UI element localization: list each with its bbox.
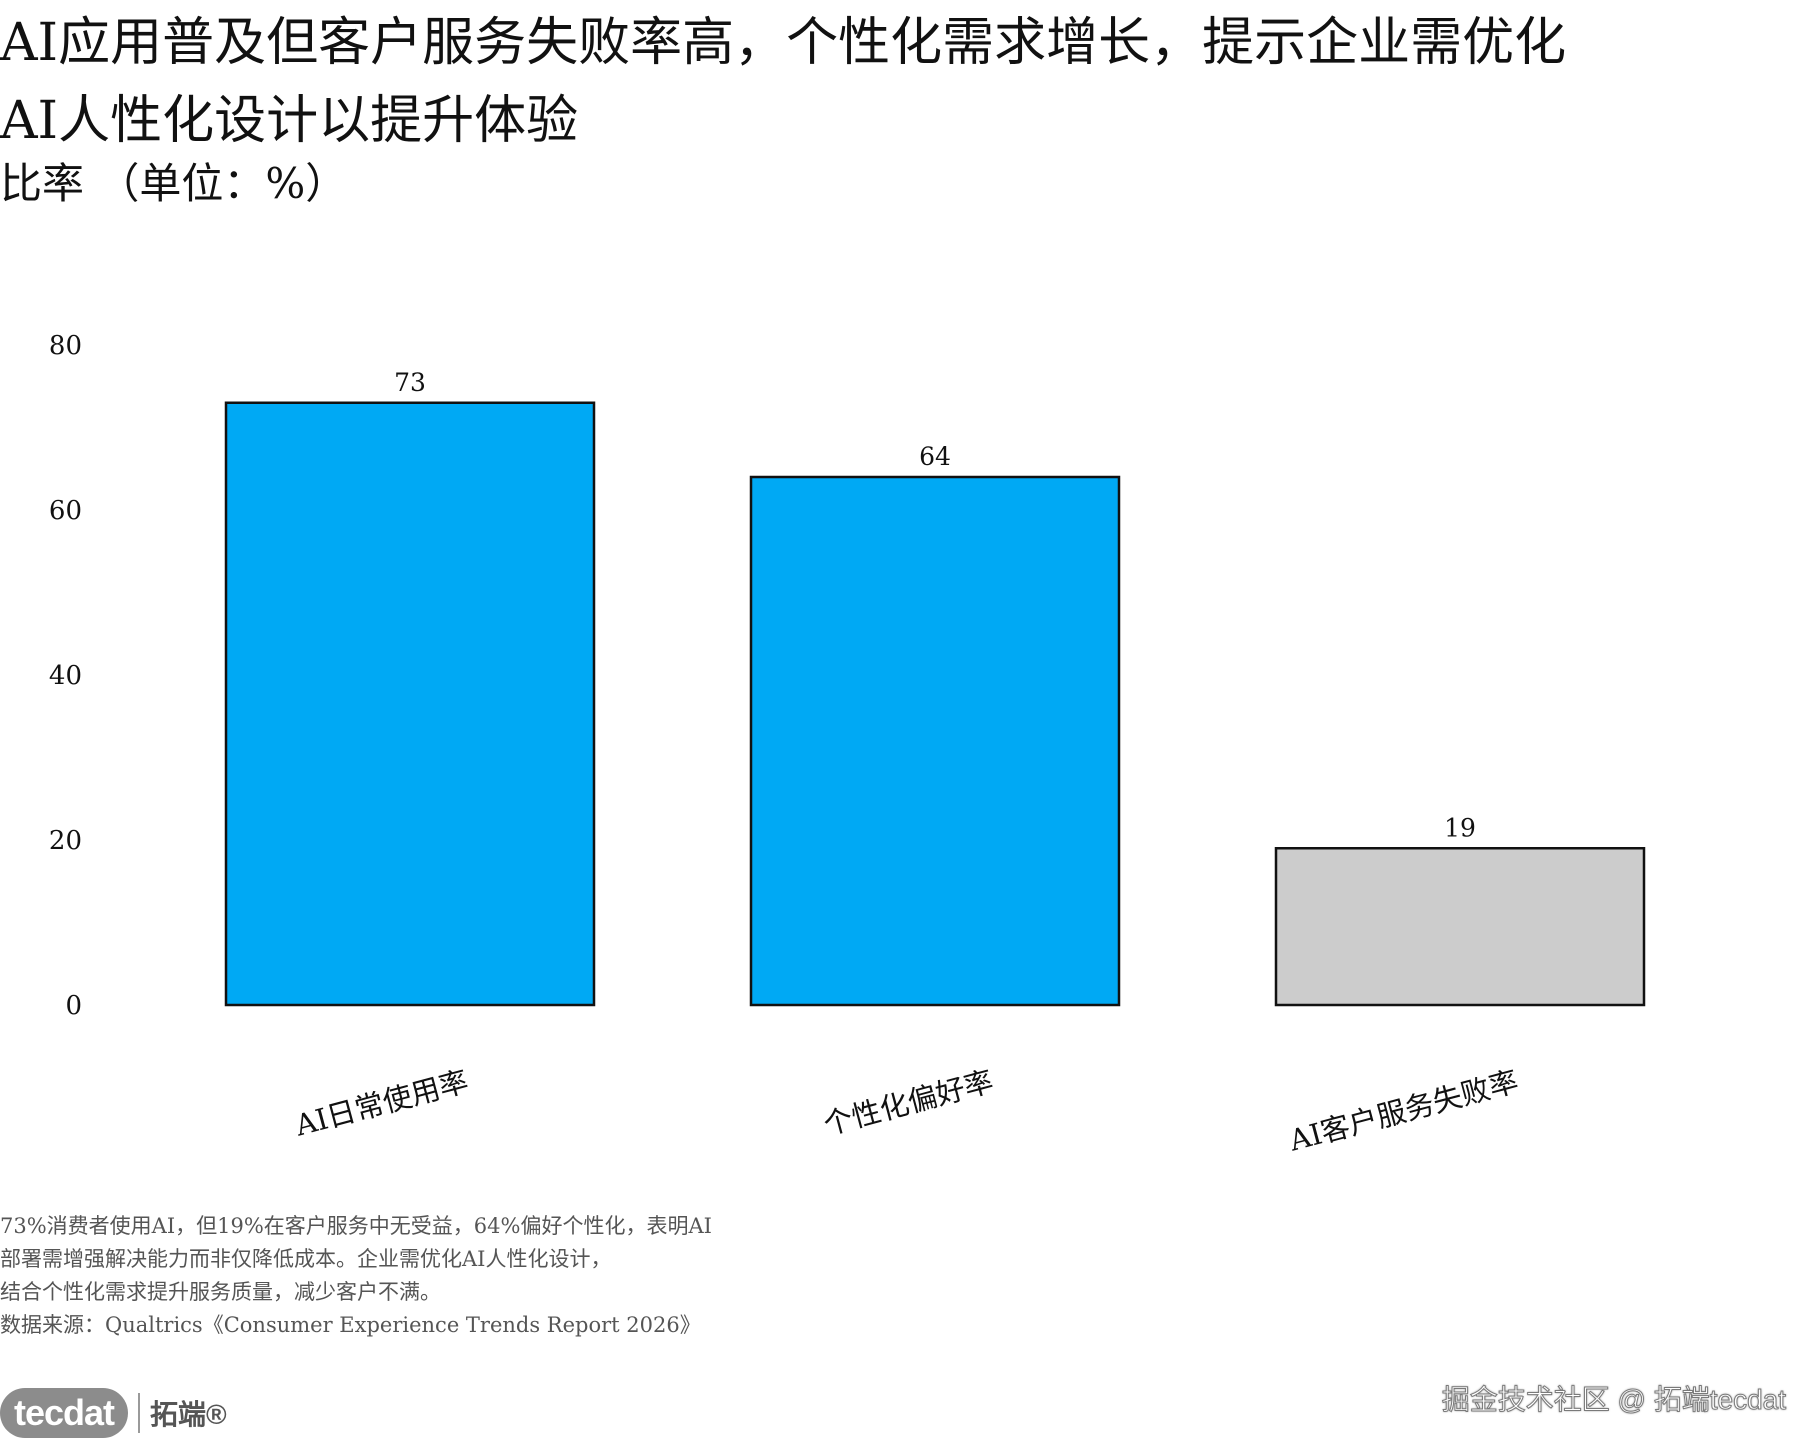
note-line: 部署需增强解决能力而非仅降低成本。企业需优化AI人性化设计， (0, 1247, 612, 1271)
bar-value-label: 19 (1444, 813, 1476, 842)
chart-subtitle: 比率 （单位：%） (0, 159, 348, 208)
y-tick-label: 80 (49, 331, 82, 361)
watermark: 掘金技术社区 @ 拓端tecdat (1441, 1384, 1786, 1416)
tecdat-logo-mark: tecdat (0, 1388, 129, 1438)
y-tick-label: 60 (49, 496, 82, 526)
bar (1274, 847, 1646, 1007)
y-tick-label: 20 (49, 826, 82, 856)
x-tick-label: AI客户服务失败率 (1285, 1064, 1522, 1158)
bar (224, 401, 596, 1007)
y-tick-label: 0 (65, 991, 82, 1021)
note-line: 结合个性化需求提升服务质量，减少客户不满。 (0, 1280, 441, 1304)
bar-value-label: 73 (394, 368, 426, 397)
bar (749, 475, 1121, 1007)
logo-divider (138, 1393, 141, 1433)
x-tick-label: AI日常使用率 (291, 1064, 472, 1143)
logo-text: 拓端® (150, 1399, 227, 1430)
bar-chart: 0 20 40 60 80 73 AI日常使用率 64 个性化偏好率 19 AI客户服务失败率 (49, 331, 1646, 1158)
brand-logo: tecdat 拓端® (0, 1385, 227, 1441)
note-line: 73%消费者使用AI，但19%在客户服务中无受益，64%偏好个性化，表明AI (0, 1214, 712, 1238)
x-tick-label: 个性化偏好率 (820, 1064, 997, 1142)
data-source-line: 数据来源：Qualtrics《Consumer Experience Trend… (0, 1313, 701, 1337)
bar-value-label: 64 (919, 442, 951, 471)
y-tick-label: 40 (49, 661, 82, 691)
chart-title: AI应用普及但客户服务失败率高，个性化需求增长，提示企业需优化 AI人性化设计以… (0, 13, 1567, 151)
chart-notes: 73%消费者使用AI，但19%在客户服务中无受益，64%偏好个性化，表明AI 部… (0, 1210, 900, 1342)
